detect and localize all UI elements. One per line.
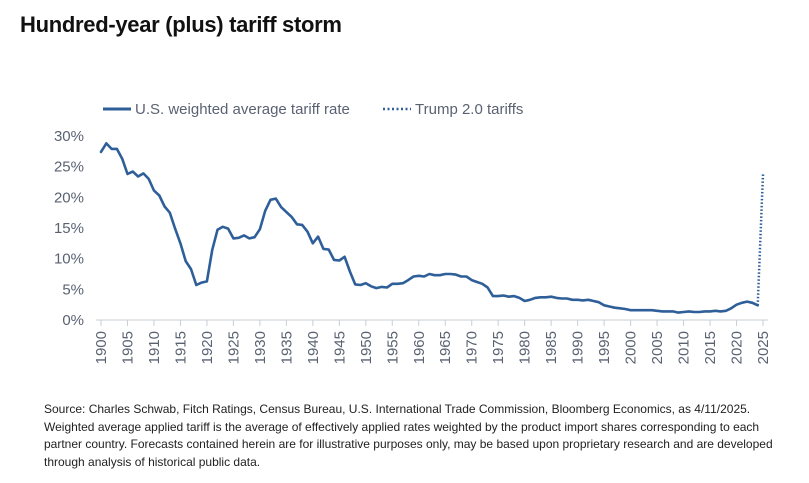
chart-title: Hundred-year (plus) tariff storm (20, 12, 342, 37)
series-line-trump-tariffs (756, 173, 765, 306)
x-tick-label: 1920 (199, 331, 216, 364)
x-tick-label: 1970 (464, 331, 481, 364)
x-tick-label: 1955 (384, 331, 401, 364)
x-tick-label: 1995 (596, 331, 613, 364)
x-axis-ticks: 1900 1905 1910 1915 1920 1925 1930 1935 1940 1945… (93, 320, 772, 364)
x-tick-label: 1990 (570, 331, 587, 364)
y-tick-label: 30% (54, 128, 84, 145)
x-tick-label: 1925 (225, 331, 242, 364)
y-tick-label: 0% (62, 312, 84, 329)
series-line-weighted-average (99, 142, 760, 314)
tariff-line-chart: U.S. weighted average tariff rate Trump … (54, 101, 772, 364)
x-tick-label: 2015 (702, 331, 719, 364)
x-tick-label: 1905 (119, 331, 136, 364)
y-tick-label: 15% (54, 220, 84, 237)
x-tick-label: 1900 (93, 331, 110, 364)
legend-label-trump-tariffs: Trump 2.0 tariffs (415, 101, 523, 118)
y-tick-label: 5% (62, 281, 84, 298)
x-tick-label: 1915 (172, 331, 189, 364)
y-axis-ticks: 0% 5% 10% 15% 20% 25% 30% (54, 128, 84, 329)
x-tick-label: 2025 (755, 331, 772, 364)
x-tick-label: 1965 (437, 331, 454, 364)
x-tick-label: 2020 (729, 331, 746, 364)
legend-label-weighted-average: U.S. weighted average tariff rate (135, 101, 350, 118)
x-tick-label: 1975 (490, 331, 507, 364)
y-tick-label: 20% (54, 189, 84, 206)
x-tick-label: 1930 (252, 331, 269, 364)
source-note: Source: Charles Schwab, Fitch Ratings, C… (44, 402, 773, 469)
x-tick-label: 1910 (146, 331, 163, 364)
x-tick-label: 1950 (358, 331, 375, 364)
x-tick-label: 1935 (278, 331, 295, 364)
x-tick-label: 1940 (305, 331, 322, 364)
plot-area (99, 142, 765, 314)
x-tick-label: 2005 (649, 331, 666, 364)
y-tick-label: 10% (54, 251, 84, 268)
x-tick-label: 2010 (676, 331, 693, 364)
x-tick-label: 2000 (623, 331, 640, 364)
x-tick-label: 1985 (543, 331, 560, 364)
x-tick-label: 1960 (411, 331, 428, 364)
legend: U.S. weighted average tariff rate Trump … (103, 101, 523, 118)
y-tick-label: 25% (54, 159, 84, 176)
x-tick-label: 1980 (517, 331, 534, 364)
x-tick-label: 1945 (331, 331, 348, 364)
